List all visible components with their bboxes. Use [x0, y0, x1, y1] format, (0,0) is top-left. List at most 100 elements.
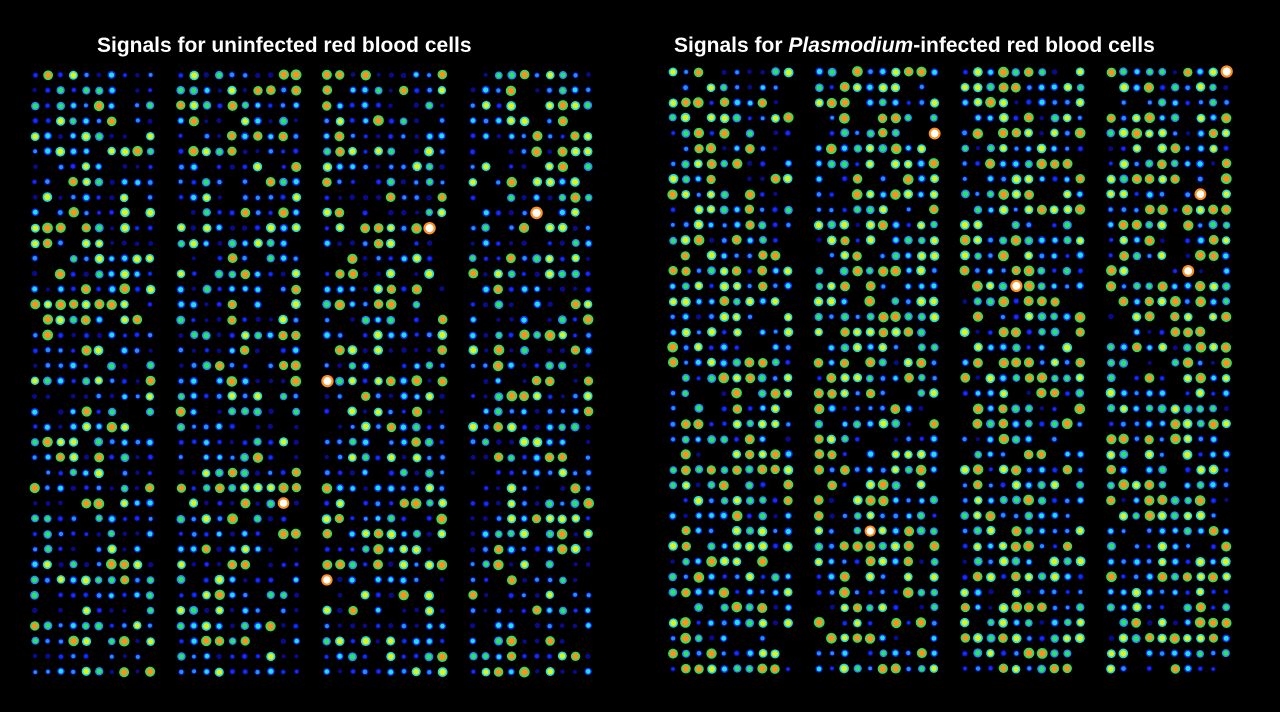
- array-spot-core: [962, 191, 969, 197]
- array-spot-core: [786, 437, 790, 441]
- array-spot-core: [241, 347, 248, 354]
- array-spot-core: [907, 101, 911, 105]
- array-spot-core: [255, 608, 260, 613]
- array-spot-core: [547, 668, 554, 675]
- array-spot-core: [293, 347, 299, 353]
- array-spot-core: [96, 195, 101, 200]
- array-spot-core: [975, 99, 981, 106]
- array-spot-core: [1197, 176, 1203, 182]
- array-spot-core: [363, 333, 367, 338]
- array-spot-core: [919, 406, 923, 410]
- array-spot-core: [324, 470, 330, 476]
- array-spot-core: [57, 148, 64, 155]
- array-spot-core: [708, 206, 714, 213]
- array-spot-core: [109, 654, 114, 659]
- array-spot-core: [350, 471, 355, 475]
- array-spot-core: [508, 515, 515, 522]
- array-spot-core: [280, 484, 287, 492]
- array-spot-core: [671, 560, 675, 563]
- array-spot-core: [1209, 206, 1217, 213]
- array-spot-core: [59, 410, 63, 414]
- array-spot-core: [772, 68, 779, 75]
- array-spot-core: [760, 405, 766, 411]
- array-spot-core: [987, 298, 994, 305]
- array-spot-core: [58, 378, 64, 384]
- array-spot-core: [695, 420, 702, 428]
- array-spot-core: [1077, 422, 1082, 427]
- array-spot-core: [962, 130, 967, 136]
- array-spot-core: [349, 408, 356, 415]
- array-spot-core: [400, 87, 407, 94]
- array-spot-core: [1040, 116, 1044, 120]
- array-spot-core: [522, 455, 527, 459]
- array-spot-core: [773, 329, 778, 334]
- array-spot-core: [337, 103, 343, 109]
- array-spot-core: [572, 255, 579, 261]
- array-spot-core: [1197, 298, 1205, 306]
- array-spot-core: [426, 209, 432, 215]
- array-spot-core: [772, 405, 779, 412]
- array-spot-core: [586, 593, 591, 598]
- array-spot-core: [349, 378, 356, 384]
- array-spot-core: [95, 102, 103, 110]
- array-spot-core: [867, 481, 874, 488]
- array-spot-core: [122, 623, 127, 628]
- array-spot-core: [533, 148, 541, 156]
- array-spot-core: [892, 405, 899, 413]
- array-spot-core: [292, 377, 300, 385]
- array-spot-core: [1172, 284, 1177, 289]
- array-spot-core: [815, 298, 822, 305]
- array-spot-core: [256, 317, 260, 322]
- array-spot-core: [191, 332, 197, 338]
- array-spot-core: [108, 72, 115, 78]
- array-spot-core: [1026, 482, 1032, 488]
- array-spot-core: [760, 161, 765, 166]
- array-spot-core: [816, 68, 823, 75]
- array-spot-core: [773, 85, 778, 90]
- array-spot-core: [363, 164, 368, 170]
- array-spot-core: [709, 422, 714, 426]
- array-spot-core: [1172, 114, 1178, 121]
- array-spot-core: [58, 668, 64, 674]
- array-spot-core: [255, 471, 260, 475]
- array-spot-core: [867, 451, 874, 457]
- array-spot-core: [746, 451, 753, 458]
- array-spot-core: [584, 148, 591, 155]
- array-spot-core: [374, 116, 382, 125]
- array-spot-core: [178, 224, 185, 231]
- array-spot-core: [670, 482, 676, 488]
- array-spot-core: [203, 194, 210, 201]
- array-spot-core: [1145, 84, 1153, 91]
- array-spot-core: [1223, 160, 1230, 167]
- array-spot-core: [1077, 374, 1083, 381]
- array-spot-core: [178, 424, 184, 430]
- array-spot-core: [974, 359, 982, 367]
- array-spot-core: [508, 455, 514, 461]
- array-spot-core: [534, 195, 539, 200]
- array-spot-core: [177, 102, 184, 109]
- array-spot-core: [866, 297, 874, 305]
- array-spot-core: [905, 451, 912, 458]
- array-spot-core: [1197, 512, 1204, 519]
- array-spot-core: [350, 164, 355, 170]
- array-spot-core: [230, 455, 235, 460]
- array-spot-core: [785, 466, 792, 474]
- array-spot-core: [254, 439, 261, 445]
- array-spot-core: [84, 532, 88, 536]
- array-spot-core: [1001, 268, 1006, 273]
- array-spot-core: [268, 272, 273, 276]
- array-spot-core: [96, 240, 102, 247]
- array-spot-core: [374, 561, 382, 568]
- array-spot-core: [1147, 345, 1152, 350]
- array-spot-core: [413, 638, 420, 645]
- array-spot-core: [975, 298, 981, 305]
- array-spot-core: [1171, 297, 1179, 305]
- array-spot-core: [147, 592, 153, 599]
- array-spot-core: [255, 240, 262, 247]
- array-spot-core: [988, 483, 993, 488]
- array-spot-core: [855, 145, 861, 152]
- array-spot-core: [401, 164, 406, 170]
- array-spot-core: [324, 287, 330, 293]
- array-spot-core: [427, 638, 432, 644]
- array-spot-core: [1133, 175, 1141, 183]
